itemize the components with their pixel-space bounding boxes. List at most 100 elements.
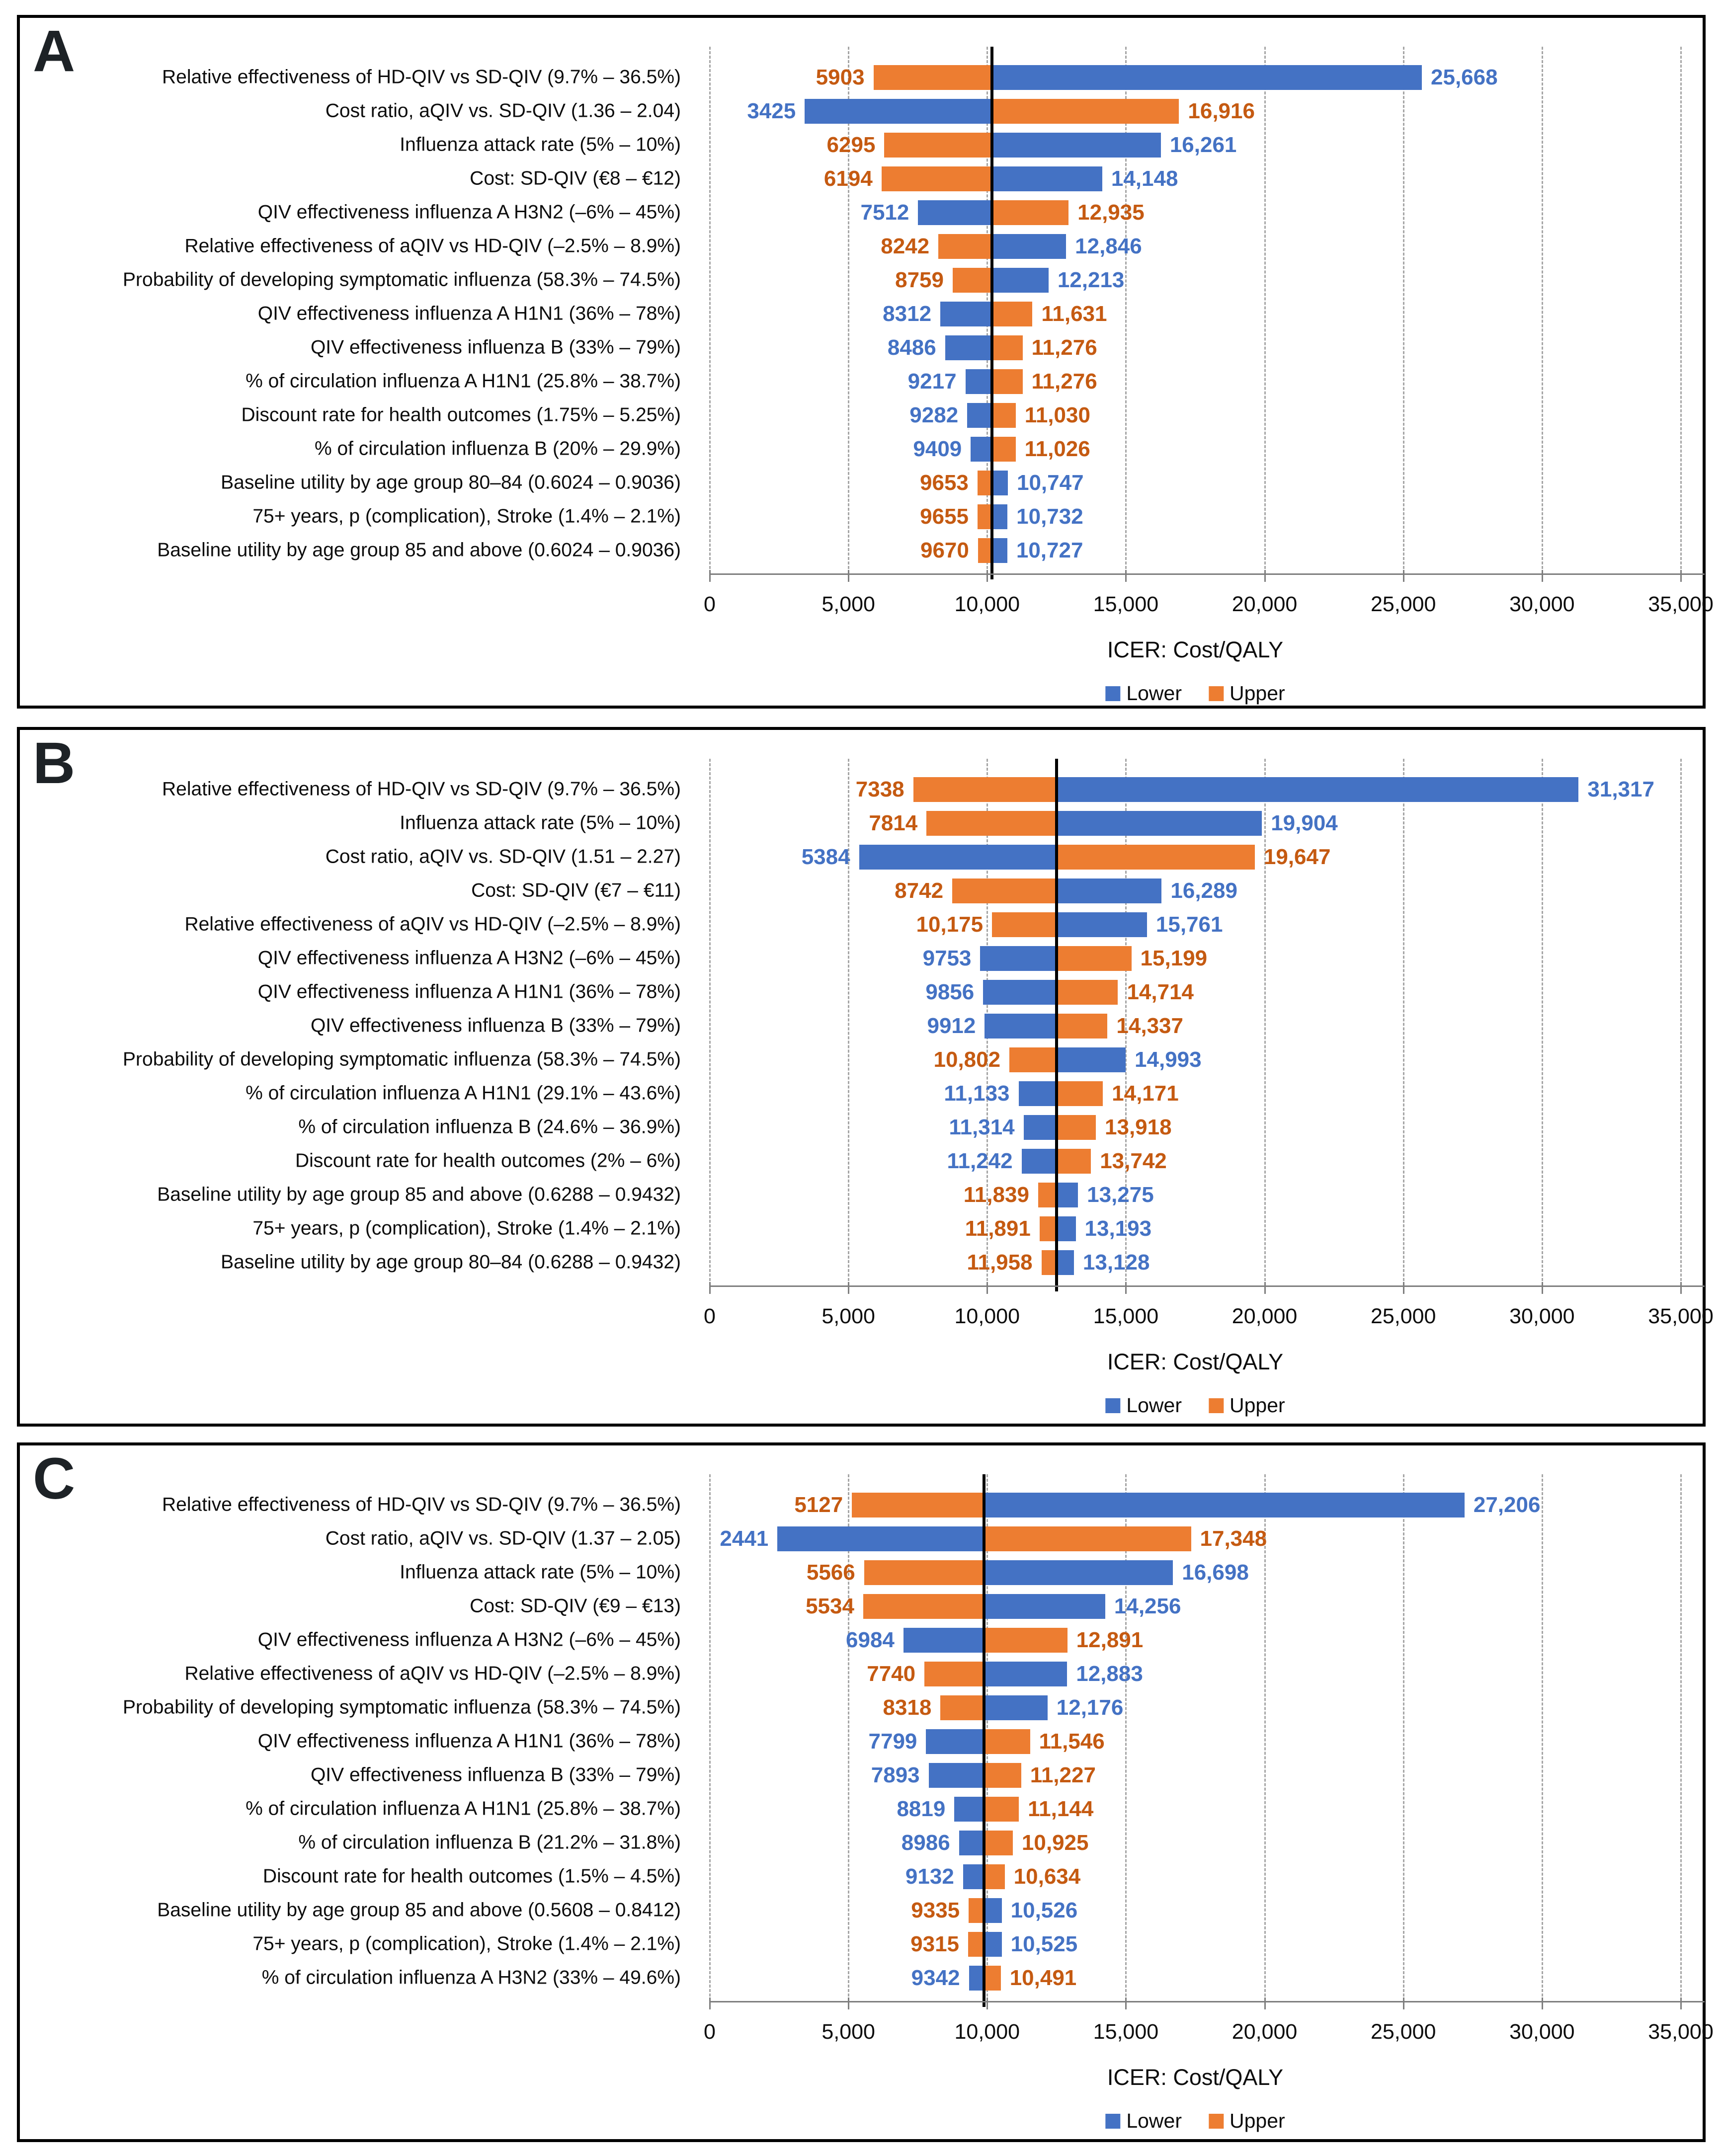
- bar-upper: [984, 1526, 1191, 1551]
- bar-upper: [984, 1729, 1030, 1754]
- bar-lower: [963, 1864, 985, 1889]
- x-axis-title: ICER: Cost/QALY: [1107, 637, 1284, 662]
- value-label-lower: 12,883: [1076, 1662, 1143, 1686]
- bar-lower: [991, 234, 1067, 259]
- row-label: Probability of developing symptomatic in…: [123, 269, 681, 291]
- value-label-lower: 2441: [720, 1526, 769, 1551]
- value-label-upper: 10,634: [1013, 1864, 1081, 1889]
- legend-label-upper: Upper: [1230, 682, 1285, 705]
- value-label-lower: 8312: [883, 302, 932, 326]
- x-axis-tick-label: 20,000: [1231, 2020, 1298, 2044]
- bar-upper: [991, 403, 1016, 428]
- x-axis-tick: [709, 1282, 711, 1294]
- x-axis-tick-label: 35,000: [1648, 2020, 1714, 2044]
- x-axis-tick: [1680, 1282, 1682, 1294]
- bar-lower: [991, 538, 1007, 563]
- bar-lower: [1056, 1216, 1076, 1241]
- value-label-lower: 11,314: [949, 1115, 1015, 1139]
- x-axis-tick-label: 10,000: [954, 1304, 1020, 1328]
- x-axis-tick: [1125, 570, 1127, 582]
- bar-upper: [852, 1493, 985, 1517]
- bar-upper: [978, 538, 992, 563]
- bar-lower: [969, 1966, 985, 1991]
- value-label-lower: 7512: [860, 200, 909, 225]
- x-axis-tick: [1264, 1997, 1266, 2009]
- legend-swatch-upper: [1209, 1398, 1224, 1413]
- gridline: [1402, 759, 1404, 1285]
- x-axis-tick-label: 15,000: [1093, 592, 1159, 616]
- legend-swatch-lower: [1105, 1398, 1121, 1413]
- value-label-lower: 9409: [913, 437, 962, 461]
- x-axis-line: [710, 2001, 1705, 2002]
- row-label: Cost: SD-QIV (€7 – €11): [471, 879, 681, 901]
- gridline: [709, 1474, 711, 2001]
- value-label-upper: 11,891: [965, 1216, 1031, 1241]
- value-label-lower: 8486: [887, 335, 936, 360]
- bar-lower: [1056, 912, 1147, 937]
- row-label: QIV effectiveness influenza A H1N1 (36% …: [257, 981, 681, 1003]
- value-label-upper: 9315: [910, 1932, 960, 1956]
- value-label-upper: 11,276: [1031, 369, 1097, 394]
- value-label-upper: 11,631: [1041, 302, 1107, 326]
- row-label: Baseline utility by age group 85 and abo…: [157, 1899, 681, 1921]
- x-axis-tick-label: 30,000: [1509, 2020, 1575, 2044]
- value-label-upper: 12,891: [1076, 1628, 1144, 1652]
- x-axis-tick: [709, 570, 711, 582]
- value-label-upper: 11,958: [967, 1250, 1033, 1275]
- bar-upper: [984, 1831, 1013, 1855]
- gridline: [1125, 759, 1127, 1285]
- gridline: [1541, 1474, 1543, 2001]
- x-axis-tick: [1680, 570, 1682, 582]
- x-axis-tick: [709, 1997, 711, 2009]
- gridline: [1402, 1474, 1404, 2001]
- row-label: Baseline utility by age group 80–84 (0.6…: [221, 1251, 681, 1273]
- bar-upper: [991, 335, 1023, 360]
- bar-lower: [1056, 878, 1162, 903]
- bar-upper: [984, 1864, 1005, 1889]
- value-label-lower: 3425: [747, 99, 796, 123]
- bar-upper: [991, 437, 1016, 462]
- bar-upper: [1056, 946, 1132, 971]
- bar-lower: [984, 1932, 1002, 1957]
- value-label-upper: 5534: [806, 1594, 854, 1618]
- row-label: Probability of developing symptomatic in…: [123, 1048, 681, 1070]
- x-axis-line: [710, 1285, 1705, 1287]
- bar-lower: [967, 403, 992, 428]
- bar-upper: [991, 200, 1069, 225]
- bar-upper: [1038, 1183, 1057, 1207]
- legend-label-lower: Lower: [1126, 2109, 1182, 2132]
- value-label-upper: 11,227: [1030, 1763, 1096, 1787]
- value-label-upper: 14,171: [1112, 1081, 1179, 1106]
- value-label-upper: 11,839: [963, 1183, 1029, 1207]
- x-axis-tick: [1402, 1997, 1404, 2009]
- gridline: [1264, 759, 1266, 1285]
- x-axis-tick-label: 5,000: [821, 2020, 875, 2044]
- bar-upper: [1056, 1014, 1108, 1038]
- value-label-upper: 9335: [911, 1898, 960, 1922]
- x-axis-tick: [1125, 1997, 1127, 2009]
- value-label-upper: 14,714: [1127, 980, 1194, 1004]
- bar-upper: [926, 811, 1057, 836]
- value-label-upper: 11,144: [1028, 1797, 1094, 1821]
- legend: Lower Upper: [1105, 1394, 1285, 1417]
- value-label-lower: 13,128: [1082, 1250, 1150, 1275]
- value-label-lower: 10,727: [1016, 538, 1083, 562]
- value-label-upper: 11,276: [1031, 335, 1097, 360]
- row-label: Cost ratio, aQIV vs. SD-QIV (1.37 – 2.05…: [325, 1527, 681, 1549]
- value-label-lower: 11,242: [947, 1149, 1013, 1173]
- x-axis-tick: [1402, 1282, 1404, 1294]
- value-label-lower: 9856: [925, 980, 975, 1004]
- bar-lower: [991, 471, 1008, 495]
- value-label-upper: 6194: [823, 166, 873, 191]
- row-label: Probability of developing symptomatic in…: [123, 1696, 681, 1718]
- row-label: Influenza attack rate (5% – 10%): [400, 812, 681, 834]
- row-label: % of circulation influenza A H1N1 (29.1%…: [246, 1082, 681, 1104]
- gridline: [1402, 47, 1404, 573]
- panel-C: C Relative effectiveness of HD-QIV vs SD-…: [17, 1442, 1714, 2142]
- bar-upper: [984, 1763, 1021, 1788]
- bar-lower: [926, 1729, 985, 1754]
- bar-upper: [1056, 980, 1118, 1005]
- value-label-upper: 10,925: [1021, 1831, 1089, 1855]
- x-axis-tick: [1541, 570, 1543, 582]
- row-label: Relative effectiveness of aQIV vs HD-QIV…: [184, 913, 681, 935]
